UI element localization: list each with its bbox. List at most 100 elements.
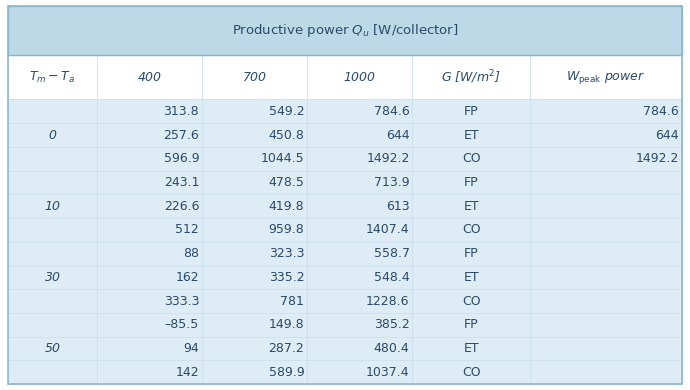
Text: 700: 700: [242, 71, 266, 83]
Text: 1037.4: 1037.4: [366, 366, 410, 379]
Bar: [8, 6, 682, 55]
Bar: [202, 171, 307, 194]
Text: 784.6: 784.6: [374, 105, 410, 118]
Text: $W_{\mathrm{peak}}$ power: $W_{\mathrm{peak}}$ power: [566, 69, 646, 85]
Bar: [307, 313, 413, 337]
Bar: [8, 147, 97, 171]
Bar: [8, 289, 97, 313]
Bar: [413, 147, 530, 171]
Bar: [97, 147, 202, 171]
Bar: [307, 171, 413, 194]
Bar: [8, 360, 97, 384]
Bar: [530, 171, 682, 194]
Text: ET: ET: [464, 342, 479, 355]
Text: 478.5: 478.5: [268, 176, 304, 189]
Bar: [202, 99, 307, 123]
Bar: [8, 313, 97, 337]
Bar: [8, 242, 97, 266]
Text: 0: 0: [48, 129, 57, 142]
Text: 644: 644: [386, 129, 410, 142]
Text: 142: 142: [175, 366, 199, 379]
Bar: [97, 313, 202, 337]
Bar: [530, 55, 682, 99]
Bar: [530, 337, 682, 360]
Bar: [97, 55, 202, 99]
Text: 323.3: 323.3: [269, 247, 304, 260]
Bar: [307, 266, 413, 289]
Bar: [530, 289, 682, 313]
Text: 162: 162: [175, 271, 199, 284]
Text: CO: CO: [462, 366, 480, 379]
Bar: [307, 194, 413, 218]
Text: 644: 644: [656, 129, 679, 142]
Text: CO: CO: [462, 152, 480, 165]
Bar: [307, 313, 413, 337]
Bar: [97, 242, 202, 266]
Bar: [413, 123, 530, 147]
Bar: [8, 337, 97, 360]
Bar: [202, 171, 307, 194]
Bar: [8, 337, 97, 360]
Bar: [97, 218, 202, 242]
Bar: [97, 123, 202, 147]
Bar: [413, 194, 530, 218]
Bar: [8, 99, 97, 123]
Bar: [97, 242, 202, 266]
Bar: [413, 55, 530, 99]
Bar: [8, 123, 97, 147]
Bar: [202, 218, 307, 242]
Bar: [413, 266, 530, 289]
Bar: [413, 99, 530, 123]
Text: 450.8: 450.8: [268, 129, 304, 142]
Bar: [530, 147, 682, 171]
Text: 287.2: 287.2: [268, 342, 304, 355]
Bar: [413, 218, 530, 242]
Text: 784.6: 784.6: [643, 105, 679, 118]
Bar: [307, 242, 413, 266]
Bar: [307, 337, 413, 360]
Bar: [530, 99, 682, 123]
Text: 400: 400: [137, 71, 161, 83]
Bar: [413, 171, 530, 194]
Bar: [307, 99, 413, 123]
Text: 385.2: 385.2: [374, 318, 410, 331]
Text: 959.8: 959.8: [268, 223, 304, 236]
Text: FP: FP: [464, 105, 479, 118]
Bar: [8, 123, 97, 147]
Text: ET: ET: [464, 200, 479, 213]
Bar: [307, 55, 413, 99]
Text: 10: 10: [44, 200, 61, 213]
Bar: [530, 289, 682, 313]
Bar: [530, 123, 682, 147]
Bar: [8, 242, 97, 266]
Bar: [97, 55, 202, 99]
Bar: [530, 55, 682, 99]
Bar: [202, 99, 307, 123]
Bar: [8, 171, 97, 194]
Bar: [202, 337, 307, 360]
Bar: [202, 337, 307, 360]
Bar: [413, 337, 530, 360]
Bar: [202, 289, 307, 313]
Bar: [413, 55, 530, 99]
Bar: [8, 360, 97, 384]
Bar: [97, 194, 202, 218]
Bar: [202, 242, 307, 266]
Bar: [8, 55, 97, 99]
Bar: [413, 218, 530, 242]
Text: 558.7: 558.7: [373, 247, 410, 260]
Bar: [413, 360, 530, 384]
Text: 50: 50: [44, 342, 61, 355]
Text: 480.4: 480.4: [374, 342, 410, 355]
Text: 30: 30: [44, 271, 61, 284]
Bar: [307, 171, 413, 194]
Bar: [202, 360, 307, 384]
Bar: [413, 289, 530, 313]
Bar: [202, 360, 307, 384]
Text: 713.9: 713.9: [374, 176, 410, 189]
Bar: [97, 99, 202, 123]
Bar: [413, 266, 530, 289]
Bar: [530, 123, 682, 147]
Bar: [307, 242, 413, 266]
Bar: [202, 147, 307, 171]
